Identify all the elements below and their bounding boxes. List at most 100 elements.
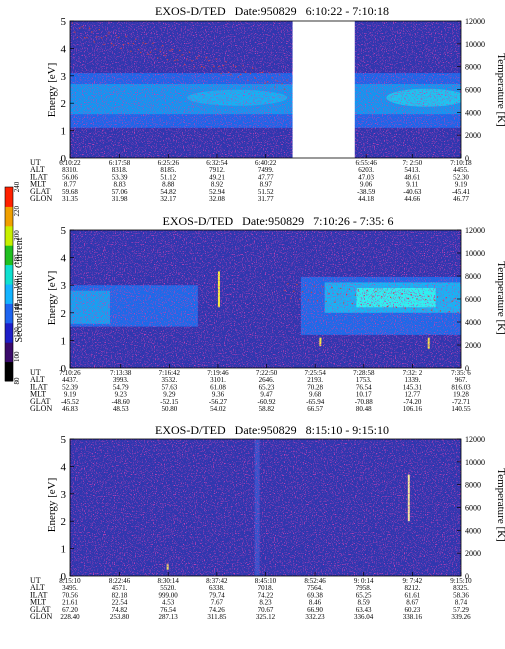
panel-2-y2label: Temperature [K]	[495, 261, 505, 334]
ephemeris-value: 65.23	[259, 383, 275, 391]
y-tick-label: 0	[61, 363, 67, 375]
ephemeris-row-label: GLAT	[30, 605, 51, 614]
ephemeris-value: 9.36	[212, 391, 225, 399]
ephemeris-value: 52.94	[209, 188, 225, 196]
colorbar-tick-label: 80	[13, 377, 21, 385]
ephemeris-value: 2193.	[307, 376, 323, 384]
y2-tick-label: 8000	[465, 272, 481, 281]
ephemeris-value: 9:15:10	[450, 577, 472, 585]
ephemeris-value: 7:28:58	[353, 369, 375, 377]
ephemeris-value: 66.90	[307, 606, 323, 614]
heatmap-area	[70, 439, 461, 576]
ephemeris-value: 31.77	[258, 195, 274, 203]
ephemeris-value: 106.16	[403, 405, 423, 413]
ephemeris-value: 74.82	[112, 606, 128, 614]
ephemeris-value: 3532.	[161, 376, 177, 384]
panel-2-ephemeris: UT 7:10:26 7:13:38 7:16:42 7:19:46 7:22:50 7:2…	[30, 368, 471, 413]
ephemeris-value: 7958.	[356, 584, 372, 592]
ephemeris-value: 9.47	[260, 391, 273, 399]
ephemeris-value: 8:52:46	[304, 577, 326, 585]
y-tick-label: 2	[61, 308, 67, 320]
ephemeris-value: 52.39	[62, 383, 78, 391]
ephemeris-value: 79.74	[209, 591, 225, 599]
colorbar-swatch	[5, 225, 13, 246]
ephemeris-row-label: ALT	[30, 165, 45, 174]
ephemeris-value: -40.63	[403, 188, 422, 196]
ephemeris-value: -60.92	[258, 398, 277, 406]
y2-tick-label: 8000	[465, 481, 481, 490]
colorbar-tick-label: 240	[13, 181, 21, 192]
ephemeris-value: -52.15	[160, 398, 179, 406]
noise-overlay	[70, 439, 461, 576]
ephemeris-value: -72.71	[452, 398, 471, 406]
y2-tick-label: 6000	[465, 504, 481, 513]
colorbar-frame	[4, 186, 14, 382]
y-tick-label: 3	[61, 71, 67, 83]
ephemeris-value: 7:16:42	[159, 369, 181, 377]
ephemeris-row-label: MLT	[30, 390, 46, 399]
ephemeris-value: 57.63	[161, 383, 177, 391]
ephemeris-value: 22.54	[112, 599, 128, 607]
ephemeris-value: 6:17:58	[109, 159, 131, 167]
panel-3-y2label: Temperature [K]	[495, 468, 505, 541]
ephemeris-value: -48.60	[112, 398, 131, 406]
ephemeris-value: 7018.	[258, 584, 274, 592]
ephemeris-value: 58.82	[259, 405, 275, 413]
y2-tick-label: 12000	[465, 17, 485, 26]
ephemeris-value: -38.59	[357, 188, 376, 196]
ephemeris-value: 58.36	[453, 591, 469, 599]
y2-tick-label: 4000	[465, 108, 481, 117]
ephemeris-value: 76.54	[356, 383, 372, 391]
ephemeris-value: 65.25	[356, 591, 372, 599]
ephemeris-value: 999.00	[159, 591, 179, 599]
ephemeris-value: 8:15:10	[59, 577, 81, 585]
ephemeris-value: 4571.	[112, 584, 128, 592]
y-tick-label: 1	[61, 126, 67, 138]
ephemeris-value: 70.28	[307, 383, 323, 391]
ephemeris-value: 6:10:22	[59, 159, 81, 167]
ephemeris-value: 8.23	[259, 599, 272, 607]
y-tick-label: 4	[61, 461, 67, 473]
ephemeris-value: 19.28	[453, 391, 469, 399]
panel-3: EXOS-D/TED Date:950829 8:15:10 - 9:15:10…	[30, 423, 505, 621]
ephemeris-row-label: ILAT	[30, 172, 47, 181]
ephemeris-value: 31.35	[62, 195, 78, 203]
ephemeris-value: 48.53	[113, 405, 129, 413]
y-tick-label: 0	[61, 153, 67, 165]
ephemeris-value: 5413.	[404, 166, 420, 174]
ephemeris-value: 7:13:38	[110, 369, 132, 377]
ephemeris-value: 1339.	[405, 376, 421, 384]
ephemeris-value: 6338.	[209, 584, 225, 592]
ephemeris-value: 61.08	[210, 383, 226, 391]
ephemeris-value: 7912.	[209, 166, 225, 174]
ephemeris-value: 67.20	[62, 606, 78, 614]
ephemeris-value: -45.52	[61, 398, 80, 406]
panel-2-heatmap	[70, 230, 461, 368]
ephemeris-row-label: UT	[30, 576, 41, 585]
ephemeris-value: 339.26	[451, 613, 471, 621]
colorbar-tick-label: 140	[13, 303, 21, 314]
y2-tick-label: 4000	[465, 526, 481, 535]
colorbar-swatch	[5, 245, 13, 266]
y2-tick-label: 0	[465, 364, 469, 373]
ephemeris-value: 46.83	[62, 405, 78, 413]
ephemeris-row-label: GLON	[30, 194, 52, 203]
ephemeris-value: 8.97	[260, 181, 273, 189]
ephemeris-value: 44.18	[358, 195, 374, 203]
noise-overlay	[70, 21, 461, 158]
ephemeris-value: 70.56	[62, 591, 78, 599]
ephemeris-value: 8185.	[160, 166, 176, 174]
ephemeris-value: 7564.	[307, 584, 323, 592]
colorbar-label: Second Harmonic Current	[14, 237, 25, 342]
ephemeris-value: 8.77	[64, 181, 77, 189]
ephemeris-value: 7499.	[258, 166, 274, 174]
y2-tick-label: 4000	[465, 318, 481, 327]
panel-1-y2label: Temperature [K]	[495, 53, 505, 126]
ephemeris-value: 56.06	[62, 173, 78, 181]
ephemeris-value: 47.03	[358, 173, 374, 181]
ephemeris-value: 7:19:46	[207, 369, 229, 377]
ephemeris-value: 51.12	[160, 173, 176, 181]
ephemeris-value: 8.59	[358, 599, 371, 607]
panel-2: EXOS-D/TED Date:950829 7:10:26 - 7:35: 6…	[30, 214, 505, 413]
ephemeris-value: 9.23	[115, 391, 128, 399]
